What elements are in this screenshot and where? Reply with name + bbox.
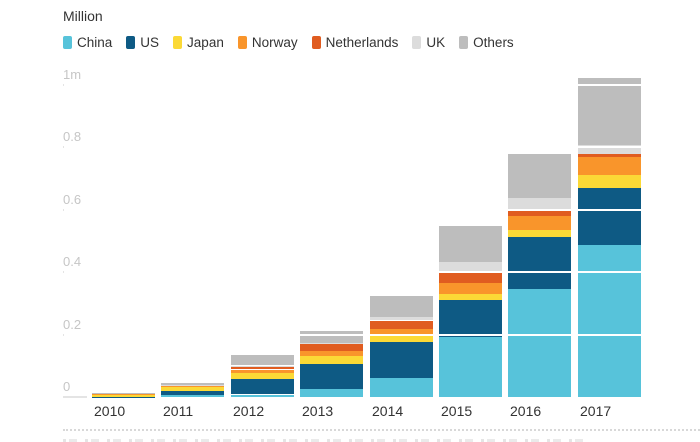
- bar-2014-segment-norway: [370, 328, 433, 335]
- legend-swatch-uk: [412, 36, 422, 49]
- legend-label: Netherlands: [325, 35, 399, 50]
- bar-2010-segment-norway: [92, 393, 155, 395]
- y-tick-label-0.6: 0.6: [63, 191, 82, 207]
- gridline-0.2: [64, 333, 644, 336]
- legend-swatch-china: [63, 36, 72, 49]
- bar-2014-segment-china: [370, 377, 433, 397]
- legend-swatch-norway: [237, 36, 247, 49]
- legend-item-china: China: [63, 35, 112, 50]
- x-axis-label-2017: 2017: [580, 403, 612, 419]
- x-axis-label-2011: 2011: [163, 403, 194, 419]
- bar-2015-segment-netherlands: [439, 271, 502, 284]
- bar-2013-segment-china: [300, 389, 363, 397]
- bar-2011-segment-others: [161, 383, 224, 385]
- bar-2011-segment-us: [161, 390, 224, 396]
- bar-2015-segment-others: [439, 226, 502, 262]
- bar-2016-segment-japan: [508, 230, 571, 237]
- bar-2014-segment-others: [370, 296, 433, 318]
- y-axis-unit-label: Million: [63, 8, 103, 24]
- footer-caption-clipped: [63, 439, 583, 442]
- x-axis-label-2013: 2013: [302, 403, 334, 419]
- x-axis-label-2012: 2012: [233, 403, 265, 419]
- x-axis-label-2014: 2014: [372, 403, 404, 419]
- bar-2010-segment-japan: [92, 394, 155, 397]
- legend-label: Norway: [251, 35, 298, 50]
- legend-swatch-japan: [173, 36, 183, 49]
- legend-label: Others: [473, 35, 514, 50]
- bar-2012-segment-japan: [231, 372, 294, 379]
- bar-2013-segment-netherlands: [300, 344, 363, 351]
- bar-2011-segment-japan: [161, 387, 224, 391]
- legend-label: US: [140, 35, 160, 50]
- bar-2012-segment-china: [231, 394, 294, 397]
- bar-2017-segment-others: [578, 77, 641, 145]
- footer-divider: [63, 429, 700, 431]
- bar-2013-segment-norway: [300, 350, 363, 357]
- bar-2016-segment-us: [508, 236, 571, 289]
- gridline-0.6: [64, 208, 644, 211]
- bar-2014-segment-netherlands: [370, 320, 433, 329]
- bar-2012-segment-us: [231, 378, 294, 395]
- bar-2014-segment-us: [370, 341, 433, 378]
- bar-2017-segment-uk: [578, 144, 641, 154]
- legend-item-uk: UK: [412, 35, 445, 50]
- bar-2012-segment-others: [231, 354, 294, 366]
- bar-2014-segment-japan: [370, 334, 433, 342]
- bar-2013-segment-us: [300, 364, 363, 390]
- legend-item-norway: Norway: [237, 35, 298, 50]
- bar-2015-segment-norway: [439, 283, 502, 294]
- y-tick-label-0: 0: [63, 379, 71, 394]
- bar-2013-segment-uk: [300, 343, 363, 345]
- bar-2016-segment-netherlands: [508, 208, 571, 217]
- legend-swatch-us: [126, 36, 136, 49]
- legend-item-us: US: [126, 35, 159, 50]
- bar-2011-segment-china: [161, 395, 224, 397]
- y-tick-label-1m: 1m: [63, 67, 82, 82]
- legend-item-others: Others: [459, 35, 514, 50]
- bar-2016-segment-china: [508, 289, 571, 397]
- legend-label: Japan: [187, 35, 224, 50]
- x-axis-label-2016: 2016: [510, 403, 542, 419]
- bar-2016-segment-uk: [508, 197, 571, 209]
- bar-2012-segment-norway: [231, 369, 294, 373]
- bar-2011-segment-norway: [161, 385, 224, 388]
- bar-2017-segment-us: [578, 188, 641, 246]
- gridline-0.8: [64, 146, 644, 149]
- y-tick-label-0.8: 0.8: [63, 129, 82, 145]
- bar-2013-segment-japan: [300, 356, 363, 365]
- bar-2012-segment-uk: [231, 365, 294, 367]
- legend-item-netherlands: Netherlands: [311, 35, 399, 50]
- bar-2015-segment-japan: [439, 294, 502, 300]
- bar-2015-segment-china: [439, 337, 502, 397]
- bar-2017-segment-japan: [578, 174, 641, 188]
- gridline-1m: [64, 84, 644, 86]
- gridline-0.4: [64, 271, 644, 274]
- x-axis-label-2010: 2010: [94, 403, 126, 419]
- bar-2015-segment-us: [439, 300, 502, 338]
- bar-2014-segment-uk: [370, 317, 433, 321]
- bar-2015-segment-uk: [439, 261, 502, 272]
- x-axis-label-2015: 2015: [441, 403, 473, 419]
- bar-2017-segment-netherlands: [578, 154, 641, 158]
- bar-2017-segment-norway: [578, 157, 641, 175]
- bar-2016-segment-norway: [508, 216, 571, 230]
- bar-2016-segment-others: [508, 154, 571, 198]
- legend-item-japan: Japan: [173, 35, 224, 50]
- y-tick-label-0.2: 0.2: [63, 316, 82, 332]
- y-tick-label-0.4: 0.4: [63, 254, 82, 270]
- bar-2017-segment-china: [578, 245, 641, 397]
- y-tick-line-0: [63, 396, 87, 398]
- bar-2012-segment-netherlands: [231, 366, 294, 370]
- legend-swatch-netherlands: [311, 36, 321, 49]
- legend: China US Japan Norway Netherlands UK Others: [63, 35, 514, 50]
- legend-swatch-others: [459, 36, 469, 49]
- legend-label: UK: [426, 35, 446, 50]
- legend-label: China: [77, 35, 113, 50]
